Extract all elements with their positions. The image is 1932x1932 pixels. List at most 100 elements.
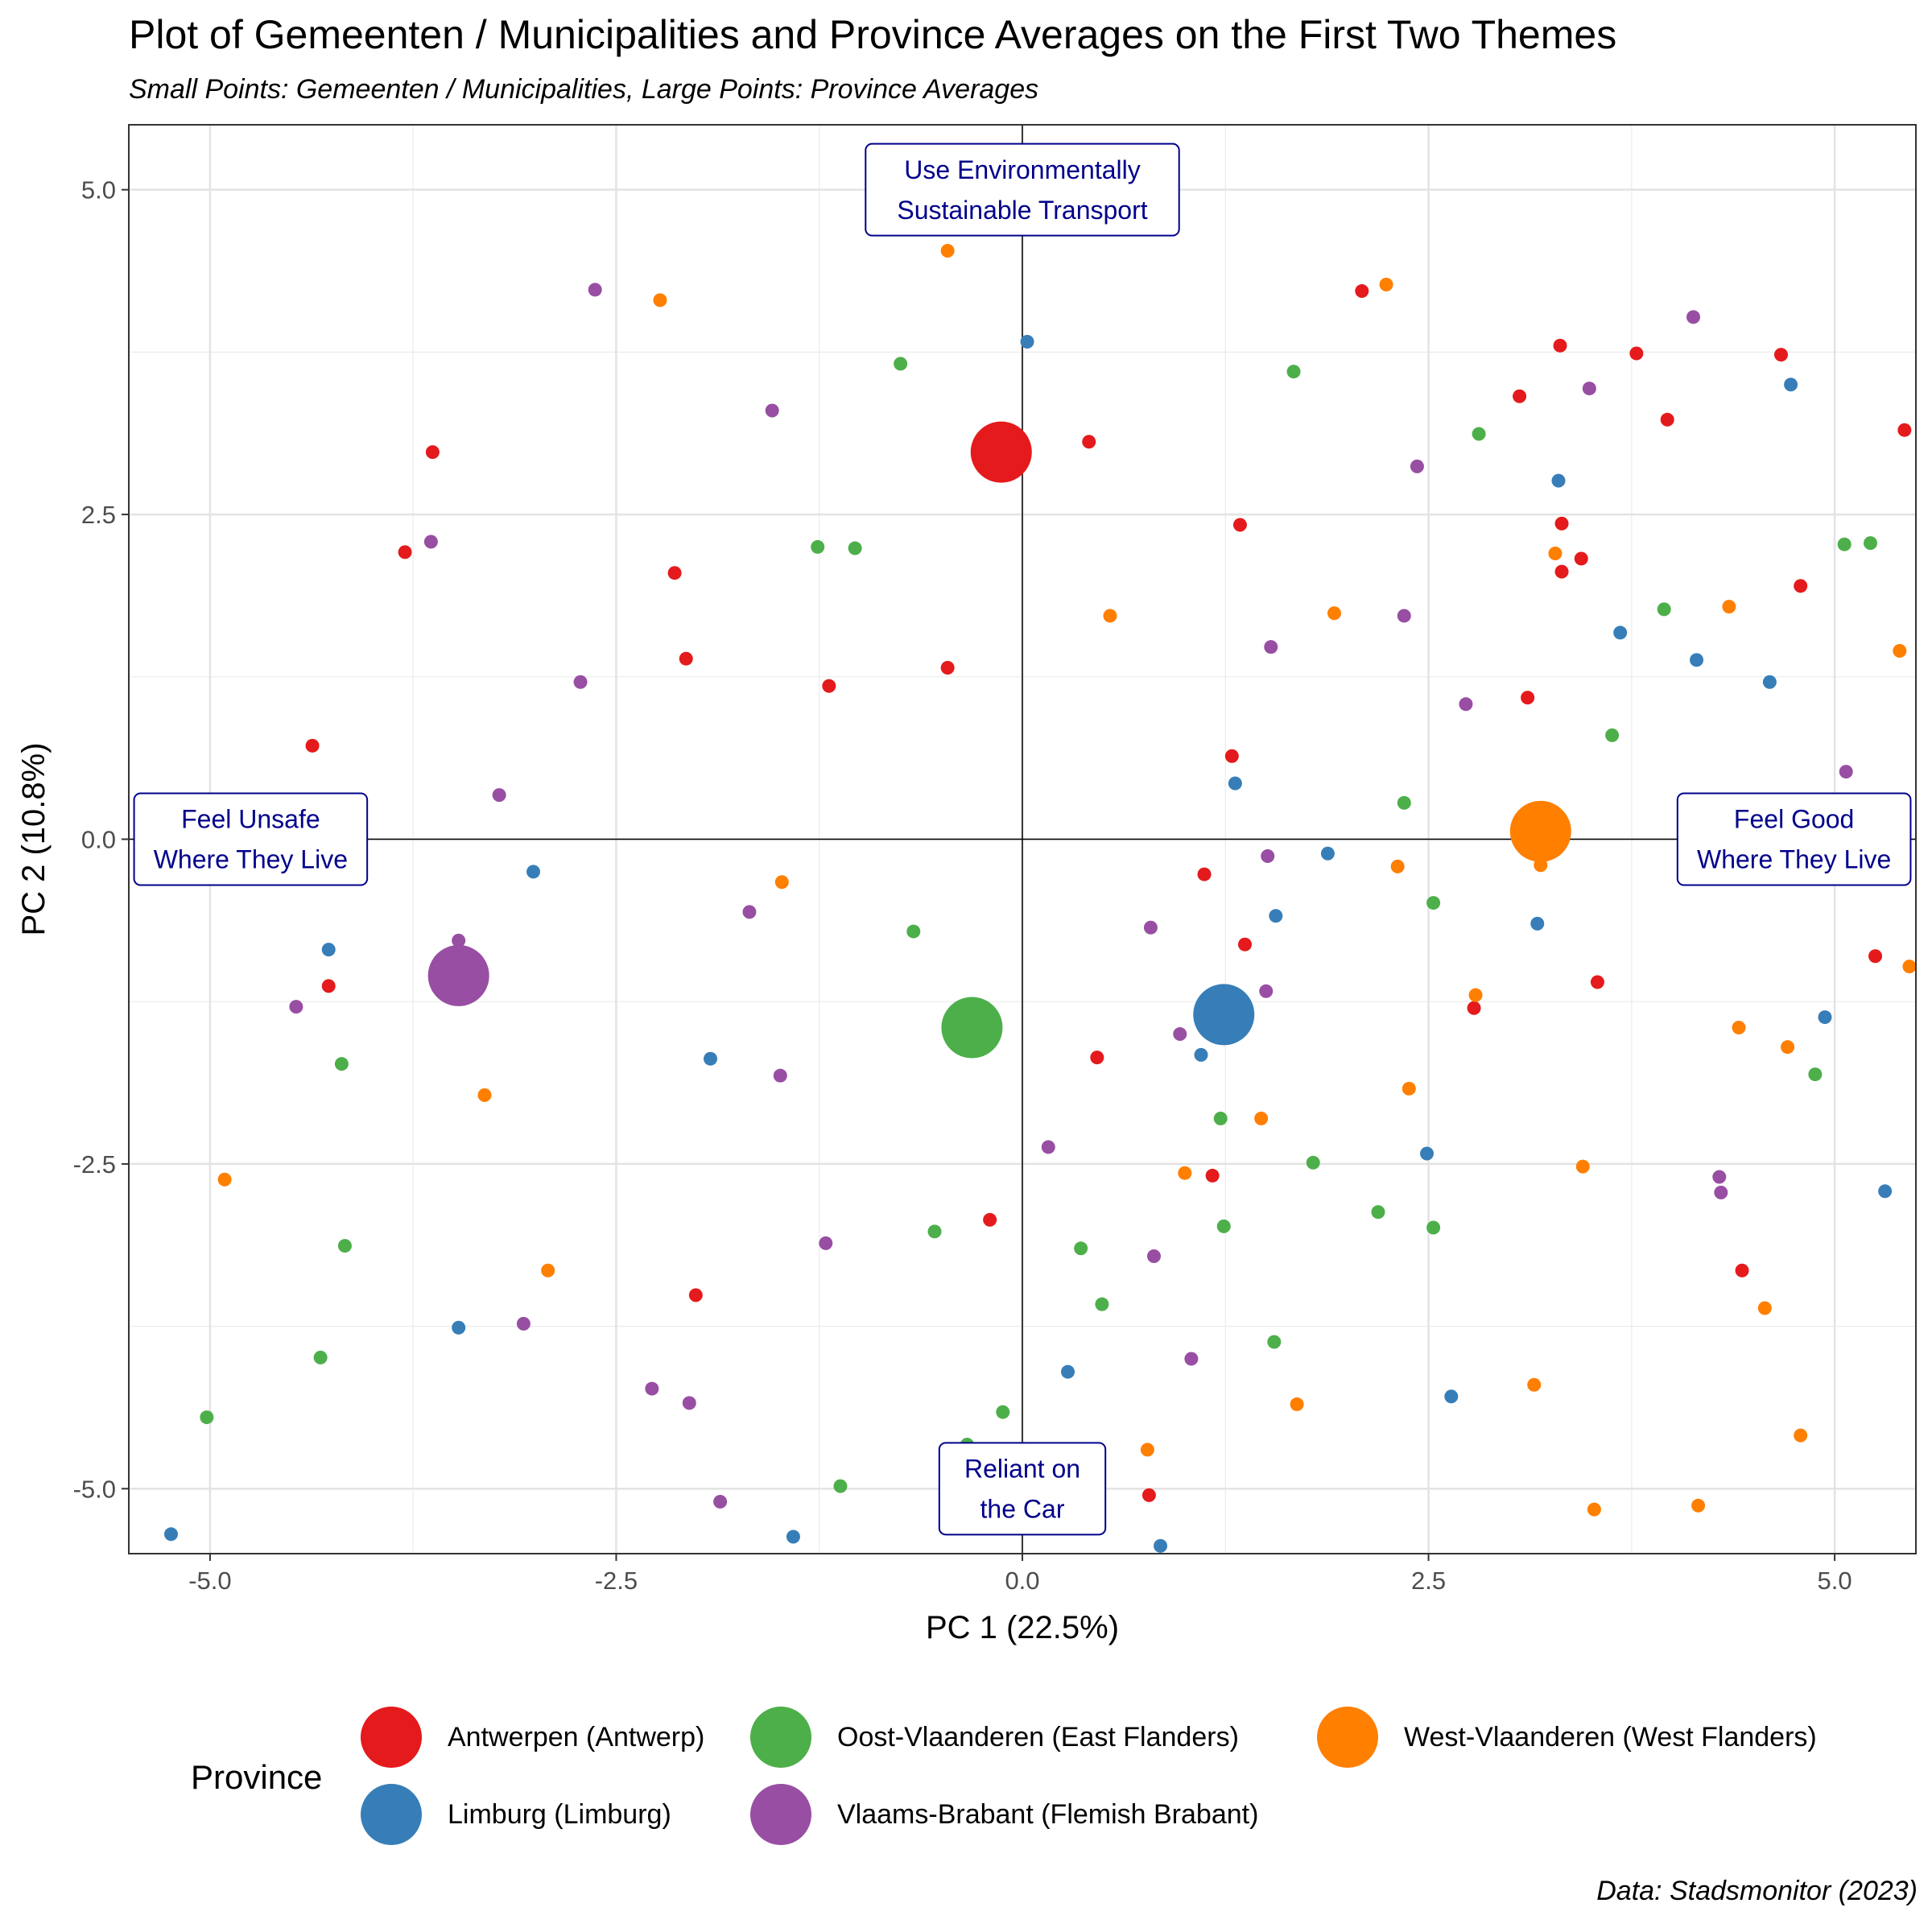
municipality-point (742, 905, 757, 919)
municipality-point (452, 933, 466, 947)
municipality-point (1590, 975, 1604, 989)
y-tick-label: 0.0 (81, 826, 116, 854)
legend-label-vlaams-brabant: Vlaams-Brabant (Flemish Brabant) (837, 1798, 1259, 1830)
municipality-point (1205, 1168, 1220, 1183)
legend-label-oost-vlaanderen: Oost-Vlaanderen (East Flanders) (837, 1721, 1239, 1752)
x-axis-title: PC 1 (22.5%) (926, 1610, 1119, 1645)
municipality-point (1554, 564, 1569, 579)
municipality-point (313, 1350, 328, 1364)
municipality-point (1757, 1301, 1772, 1315)
municipality-point (1712, 1170, 1727, 1184)
municipality-point (1390, 859, 1405, 873)
province-average-point (941, 997, 1003, 1059)
municipality-point (1472, 427, 1486, 441)
municipality-point (1863, 536, 1877, 551)
municipality-point (289, 1000, 303, 1014)
municipality-point (848, 541, 862, 555)
municipality-point (927, 1224, 942, 1239)
y-tick-label: 2.5 (81, 501, 116, 529)
municipality-point (1216, 1219, 1231, 1233)
annotation-label: Feel Unsafe Where They Live (133, 792, 369, 886)
municipality-point (1397, 609, 1411, 623)
municipality-point (1839, 765, 1853, 779)
annotation-text: Feel Unsafe (181, 805, 320, 834)
legend-label-antwerpen: Antwerpen (Antwerp) (448, 1721, 705, 1752)
municipality-point (1426, 1220, 1441, 1235)
municipality-point (1521, 691, 1535, 705)
legend-item-antwerpen: Antwerpen (Antwerp) (361, 1707, 704, 1768)
province-average-points (427, 421, 1571, 1059)
province-average-point (1509, 800, 1571, 862)
annotation-label: Feel Good Where They Live (1676, 792, 1912, 886)
annotation-text: Where They Live (1697, 845, 1891, 874)
province-average-point (970, 421, 1032, 483)
municipality-point (305, 738, 320, 753)
municipality-point (1794, 1428, 1808, 1443)
municipality-point (1691, 1498, 1706, 1513)
municipality-point (1893, 644, 1907, 658)
municipality-point (1420, 1146, 1435, 1161)
municipality-point (940, 661, 955, 675)
chart-subtitle: Small Points: Gemeenten / Municipalities… (129, 74, 1039, 105)
municipality-point (526, 865, 541, 879)
municipality-point (1232, 518, 1247, 532)
municipality-point (1527, 1377, 1542, 1392)
municipality-point (1306, 1155, 1320, 1170)
annotation-box (133, 792, 369, 886)
municipality-point (1090, 1051, 1104, 1065)
municipality-point (1261, 848, 1275, 863)
municipality-point (217, 1172, 232, 1187)
municipality-point (516, 1316, 530, 1331)
municipality-point (1184, 1352, 1199, 1366)
province-average-point (427, 944, 489, 1006)
municipality-point (1103, 609, 1117, 623)
legend-key-limburg (361, 1784, 422, 1845)
municipality-point (645, 1381, 659, 1396)
municipality-point (1551, 473, 1566, 488)
annotation-text: Where They Live (154, 845, 348, 874)
municipality-point (1554, 516, 1569, 530)
municipality-point (1082, 435, 1096, 449)
y-axis-title: PC 2 (10.8%) (16, 742, 52, 935)
municipality-point (1154, 1538, 1168, 1553)
municipality-point (1732, 1020, 1746, 1034)
municipality-point (334, 1057, 349, 1071)
municipality-point (1722, 600, 1736, 614)
municipality-point (1714, 1185, 1728, 1199)
municipality-point (822, 679, 836, 693)
municipality-point (423, 535, 438, 549)
municipality-point (774, 875, 789, 890)
municipality-point (1402, 1081, 1416, 1096)
municipality-point (1178, 1166, 1192, 1180)
y-tick-label: -5.0 (73, 1475, 116, 1503)
municipality-point (492, 788, 506, 803)
municipality-point (1818, 1010, 1832, 1025)
municipality-point (1530, 916, 1545, 931)
annotation-text: the Car (980, 1495, 1065, 1524)
municipality-point (1074, 1241, 1088, 1256)
municipality-point (200, 1410, 214, 1425)
municipality-point (786, 1530, 800, 1544)
municipality-point (1213, 1111, 1228, 1125)
municipality-point (1657, 602, 1671, 617)
municipality-point (1224, 749, 1239, 763)
annotation-text: Reliant on (964, 1455, 1080, 1484)
municipality-point (1228, 776, 1242, 791)
municipality-point (1237, 937, 1252, 952)
municipality-point (1575, 1159, 1590, 1174)
x-tick-label: 2.5 (1411, 1567, 1446, 1595)
municipality-point (819, 1236, 833, 1250)
municipality-point (906, 924, 921, 939)
municipality-point (682, 1396, 696, 1410)
legend-item-vlaams-brabant: Vlaams-Brabant (Flemish Brabant) (750, 1784, 1258, 1845)
municipality-point (773, 1068, 787, 1083)
municipality-point (996, 1405, 1010, 1419)
municipality-point (1269, 909, 1283, 923)
municipality-point (1095, 1297, 1109, 1311)
municipality-point (1426, 896, 1441, 910)
municipality-point (1286, 365, 1301, 379)
municipality-point (1660, 412, 1674, 427)
annotation-box (1676, 792, 1912, 886)
municipality-point (983, 1212, 997, 1227)
legend-title: Province (191, 1758, 323, 1796)
